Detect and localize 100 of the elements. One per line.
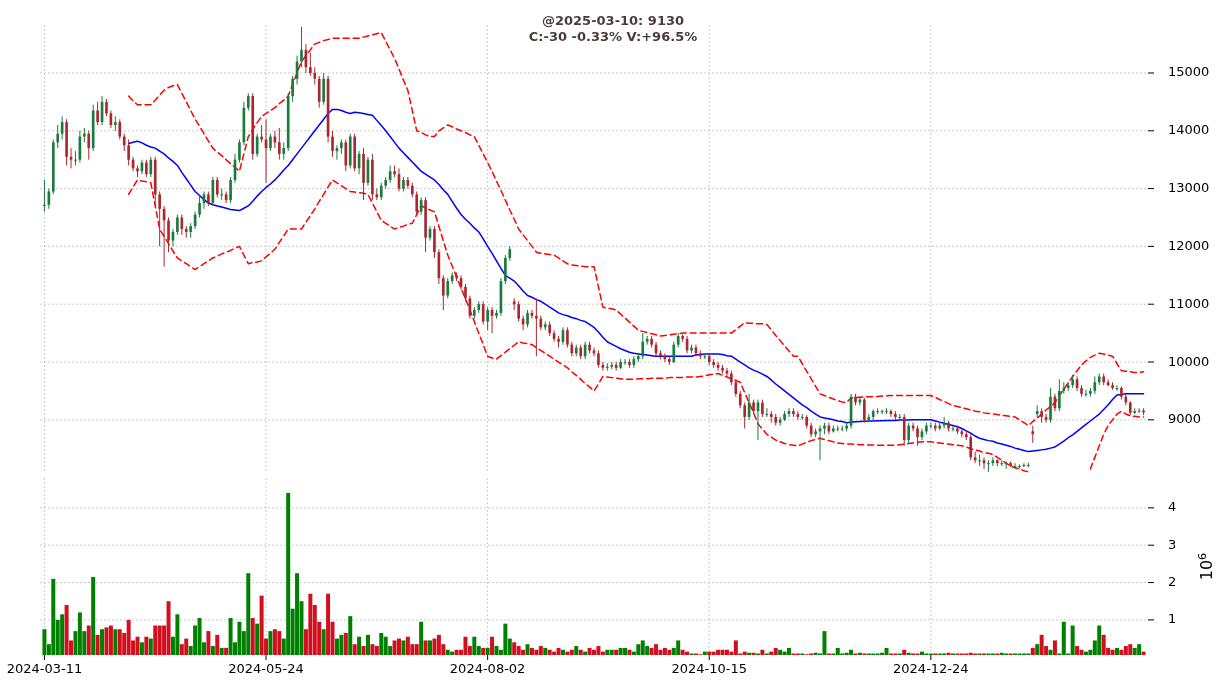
bar (86, 625, 91, 655)
bar (685, 651, 690, 655)
bar (250, 618, 255, 655)
bar (560, 649, 565, 655)
bar (676, 640, 681, 655)
bar (374, 646, 379, 655)
bar (91, 576, 96, 655)
candlestick (907, 422, 910, 444)
candlestick (291, 75, 294, 103)
candlestick (127, 138, 130, 166)
bar (1119, 649, 1124, 655)
bar (609, 649, 614, 655)
bar (184, 638, 189, 655)
x-tick-label: 2024-05-24 (228, 661, 304, 676)
candlestick (486, 306, 489, 331)
candlestick (309, 52, 312, 77)
bar (578, 649, 583, 655)
y-tick-label: 15000 (1168, 64, 1210, 80)
line-series (127, 108, 1145, 453)
bar (596, 646, 601, 655)
bar (516, 646, 521, 655)
candlestick (344, 138, 348, 172)
bar (884, 647, 889, 655)
bar (339, 634, 344, 655)
bar (649, 647, 654, 655)
bar (219, 647, 224, 655)
bar (627, 649, 632, 655)
bar (215, 634, 220, 655)
candlestick (1049, 387, 1052, 424)
bar (720, 649, 725, 655)
bar (1132, 647, 1137, 655)
bar (414, 644, 419, 655)
bar (1101, 634, 1106, 655)
bar (357, 636, 362, 655)
bar (259, 595, 264, 655)
bar (246, 573, 251, 655)
bar (77, 612, 82, 655)
bar (428, 640, 433, 655)
candlestick (641, 332, 645, 360)
bar (1137, 644, 1142, 655)
bar (321, 629, 326, 655)
y-tick-label: 10000 (1168, 353, 1210, 369)
bar (614, 649, 619, 655)
bar (454, 649, 459, 655)
bar (139, 642, 144, 655)
bar (574, 646, 579, 655)
bar (445, 649, 450, 655)
bar (835, 647, 840, 655)
bar (286, 492, 291, 655)
bar (450, 651, 455, 655)
bar (902, 649, 907, 655)
chart-title: @2025-03-10: 9130 (541, 13, 685, 28)
candlestick (278, 127, 281, 161)
bar (255, 623, 260, 655)
candlestick (149, 156, 153, 178)
candlestick (916, 425, 919, 447)
bar (556, 647, 561, 655)
bar (1123, 646, 1128, 655)
candlestick (215, 176, 219, 198)
y-tick-label: 4 (1168, 499, 1177, 515)
bar (587, 647, 592, 655)
bar (1141, 651, 1146, 655)
bar (268, 631, 273, 655)
bar (272, 629, 277, 655)
bar (365, 634, 370, 655)
y-tick-label: 1 (1168, 611, 1177, 627)
bar (370, 644, 375, 655)
bar (295, 573, 300, 655)
bar (538, 646, 543, 655)
bar (308, 593, 313, 655)
bar (472, 636, 477, 655)
bar (605, 649, 610, 655)
bar (640, 640, 645, 655)
candlestick (902, 413, 906, 447)
candlestick (167, 217, 170, 253)
y-tick-label: 14000 (1168, 122, 1210, 138)
candlestick (180, 214, 184, 236)
bar (552, 651, 557, 655)
candlestick (317, 75, 321, 109)
bar (104, 627, 109, 655)
candlestick (238, 138, 241, 164)
bar (490, 636, 495, 655)
bar (485, 647, 490, 655)
bar (782, 651, 787, 655)
bar (153, 625, 158, 655)
candlestick (176, 214, 179, 236)
bar (711, 651, 716, 655)
bar (224, 647, 229, 655)
bar (778, 649, 783, 655)
bar (401, 640, 406, 655)
candlestick (863, 397, 866, 424)
candlestick (481, 300, 485, 325)
candlestick (535, 297, 538, 357)
bar (1070, 625, 1075, 655)
bar (849, 649, 854, 655)
bar (277, 631, 282, 655)
bar (1035, 644, 1040, 655)
bar (822, 631, 827, 655)
y-tick-label: 3 (1168, 536, 1177, 552)
bar (1039, 634, 1044, 655)
